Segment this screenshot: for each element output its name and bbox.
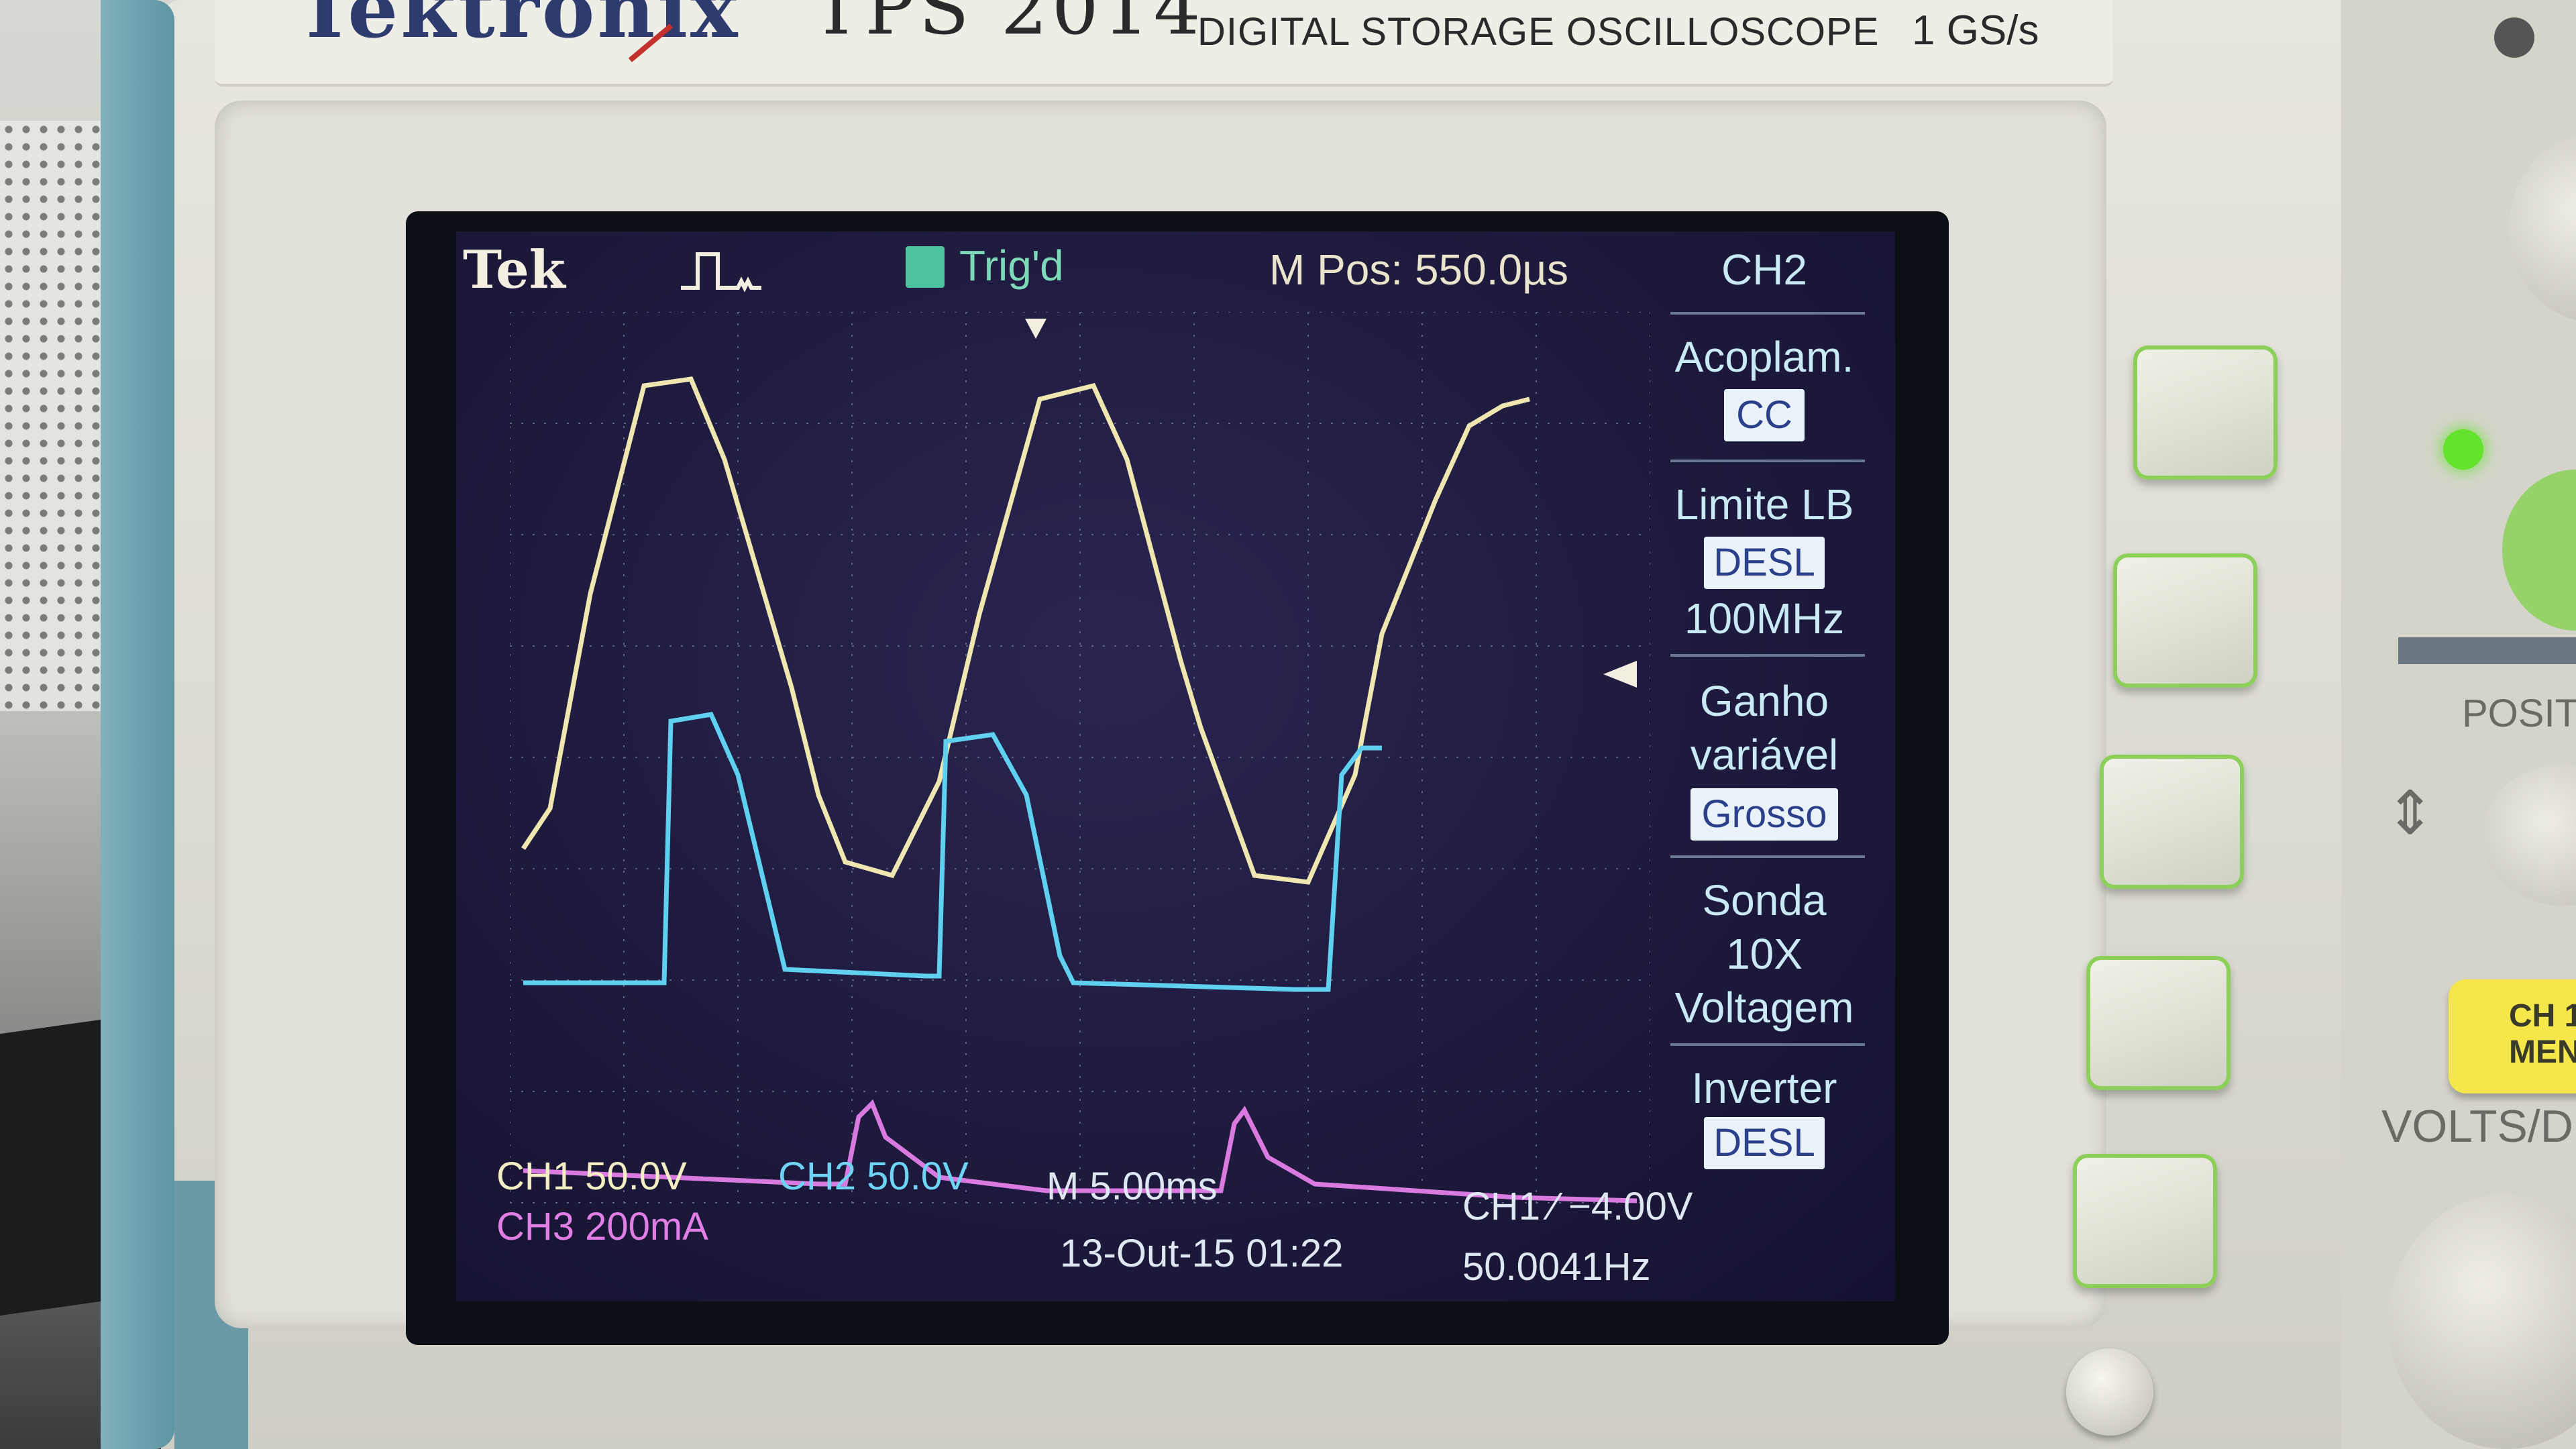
ch1-scale: CH1 50.0V bbox=[496, 1155, 687, 1198]
trigger-status-icon bbox=[906, 246, 945, 288]
tek-label: Tek bbox=[463, 239, 566, 301]
menu-option-button-4[interactable] bbox=[2086, 956, 2231, 1090]
status-led bbox=[2443, 429, 2483, 470]
menu-item-probe-value[interactable]: 10X bbox=[1726, 930, 1803, 978]
oscilloscope-screen: Tek Trig'd M Pos: 550.0µs bbox=[456, 231, 1895, 1301]
frequency-readout: 50.0041Hz bbox=[1462, 1245, 1651, 1289]
menu-option-button-5[interactable] bbox=[2073, 1154, 2217, 1288]
trigger-status-text: Trig'd bbox=[959, 241, 1064, 290]
model-name: TPS 2014 bbox=[812, 0, 1205, 51]
ch2-trace bbox=[523, 712, 1382, 992]
small-round-button[interactable] bbox=[2066, 1348, 2153, 1436]
volts-div-knob[interactable] bbox=[2388, 1194, 2576, 1449]
indicator-dot bbox=[2494, 17, 2534, 58]
menu-item-bandwidth-label[interactable]: Limite LB bbox=[1674, 480, 1854, 529]
device-subtitle: DIGITAL STORAGE OSCILLOSCOPE bbox=[1197, 10, 1880, 54]
ch3-trace bbox=[523, 1099, 1638, 1203]
menu-option-button-3[interactable] bbox=[2100, 755, 2244, 889]
trigger-readout: CH1 ∕ −4.00V bbox=[1462, 1185, 1693, 1228]
ch1-trace bbox=[521, 376, 1530, 885]
sample-rate-label: 1 GS/s bbox=[1912, 7, 2039, 54]
waveform-graticule: 1 2 3 bbox=[510, 312, 1650, 1204]
menu-item-invert-label[interactable]: Inverter bbox=[1691, 1064, 1837, 1112]
ch1-menu-button[interactable]: CH 1 MENU bbox=[2449, 979, 2576, 1093]
menu-item-gain-label[interactable]: Ganho variável bbox=[1690, 677, 1839, 779]
acquisition-icon bbox=[681, 252, 761, 292]
position-label: POSIT bbox=[2462, 692, 2576, 735]
menu-option-button-1[interactable] bbox=[2133, 345, 2277, 480]
date-time: 13-Out-15 01:22 bbox=[1060, 1232, 1344, 1275]
trigger-level-arrow bbox=[1603, 661, 1637, 688]
ch2-scale: CH2 50.0V bbox=[778, 1155, 969, 1198]
top-label-panel bbox=[215, 0, 2113, 87]
menu-item-invert-value[interactable]: DESL bbox=[1704, 1117, 1825, 1169]
menu-item-bandwidth-extra: 100MHz bbox=[1684, 594, 1845, 643]
position-bar bbox=[2398, 637, 2576, 664]
ch3-scale: CH3 200mA bbox=[496, 1205, 708, 1248]
menu-divider bbox=[1670, 460, 1865, 462]
brand-logo: Tektronix bbox=[295, 0, 741, 56]
volts-div-label: VOLTS/D bbox=[2381, 1101, 2573, 1152]
up-down-arrows-icon: ⇕ bbox=[2385, 778, 2436, 849]
horizontal-position: M Pos: 550.0µs bbox=[1269, 246, 1568, 294]
ch2-menu: CH2 Acoplam. CC Limite LB DESL 100MHz Ga… bbox=[1650, 231, 1878, 1171]
menu-item-bandwidth-value[interactable]: DESL bbox=[1704, 537, 1825, 589]
menu-item-coupling-label[interactable]: Acoplam. bbox=[1674, 333, 1854, 381]
menu-divider bbox=[1670, 654, 1865, 657]
menu-option-button-2[interactable] bbox=[2113, 553, 2257, 688]
handle-strip bbox=[101, 0, 174, 1449]
timebase: M 5.00ms bbox=[1046, 1165, 1218, 1208]
menu-item-probe-label[interactable]: Sonda bbox=[1702, 876, 1827, 924]
menu-divider bbox=[1670, 1043, 1865, 1046]
menu-divider bbox=[1670, 855, 1865, 858]
menu-title: CH2 bbox=[1721, 246, 1808, 294]
menu-divider bbox=[1670, 312, 1865, 315]
menu-item-gain-value[interactable]: Grosso bbox=[1690, 788, 1838, 841]
menu-item-coupling-value[interactable]: CC bbox=[1724, 389, 1805, 441]
menu-item-probe-extra: Voltagem bbox=[1674, 983, 1854, 1032]
trigger-position-arrow bbox=[1025, 319, 1046, 339]
